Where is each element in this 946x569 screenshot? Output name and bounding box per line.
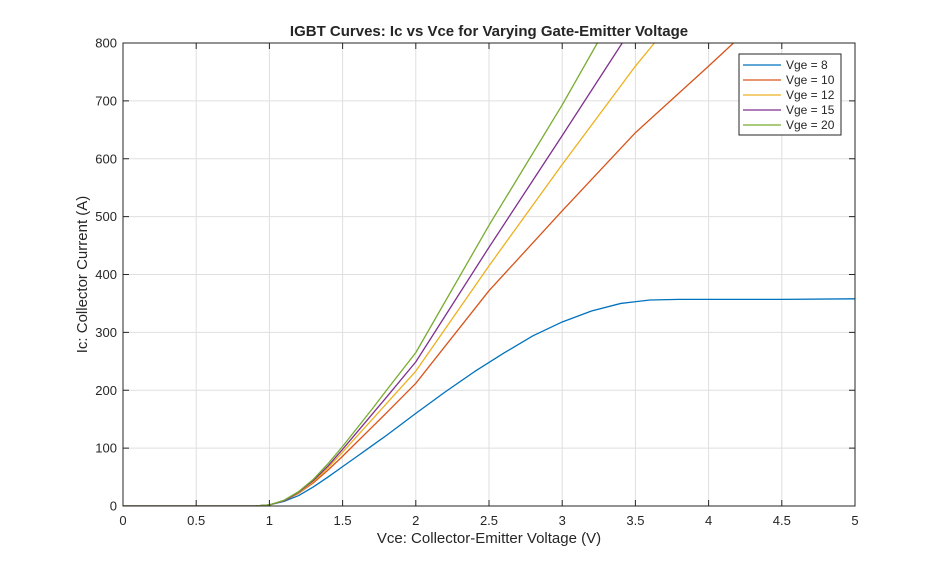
ticks: 0 0.5 1 1.5 2 2.5 3 3.5 4 4.5 5 0 100 200 300 400 500 600… [95,36,858,529]
x-tick-label: 2.5 [480,513,498,528]
x-tick-label: 3.5 [626,513,644,528]
x-tick-label: 1 [266,513,273,528]
legend-label: Vge = 8 [786,58,828,72]
chart-title: IGBT Curves: Ic vs Vce for Varying Gate-… [290,23,688,40]
y-tick-label: 300 [95,325,117,340]
series-lines [123,43,855,506]
x-axis-label: Vce: Collector-Emitter Voltage (V) [377,530,601,547]
series-line-1 [123,298,855,506]
x-tick-label: 5 [851,513,858,528]
y-tick-label: 0 [110,499,117,514]
x-tick-label: 4.5 [773,513,791,528]
y-tick-label: 200 [95,383,117,398]
y-tick-label: 100 [95,441,117,456]
legend-label: Vge = 20 [786,118,835,132]
y-tick-label: 600 [95,151,117,166]
x-tick-label: 4 [705,513,712,528]
x-tick-label: 2 [412,513,419,528]
y-tick-label: 400 [95,267,117,282]
series-line-5 [123,43,598,506]
x-tick-label: 0.5 [187,513,205,528]
y-tick-label: 700 [95,93,117,108]
legend-label: Vge = 12 [786,88,835,102]
legend-label: Vge = 10 [786,73,835,87]
legend-label: Vge = 15 [786,103,835,117]
y-tick-label: 800 [95,36,117,51]
y-tick-label: 500 [95,209,117,224]
x-tick-label: 3 [559,513,566,528]
y-axis-label: Ic: Collector Current (A) [74,196,91,354]
x-tick-label: 0 [119,513,126,528]
x-tick-label: 1.5 [334,513,352,528]
